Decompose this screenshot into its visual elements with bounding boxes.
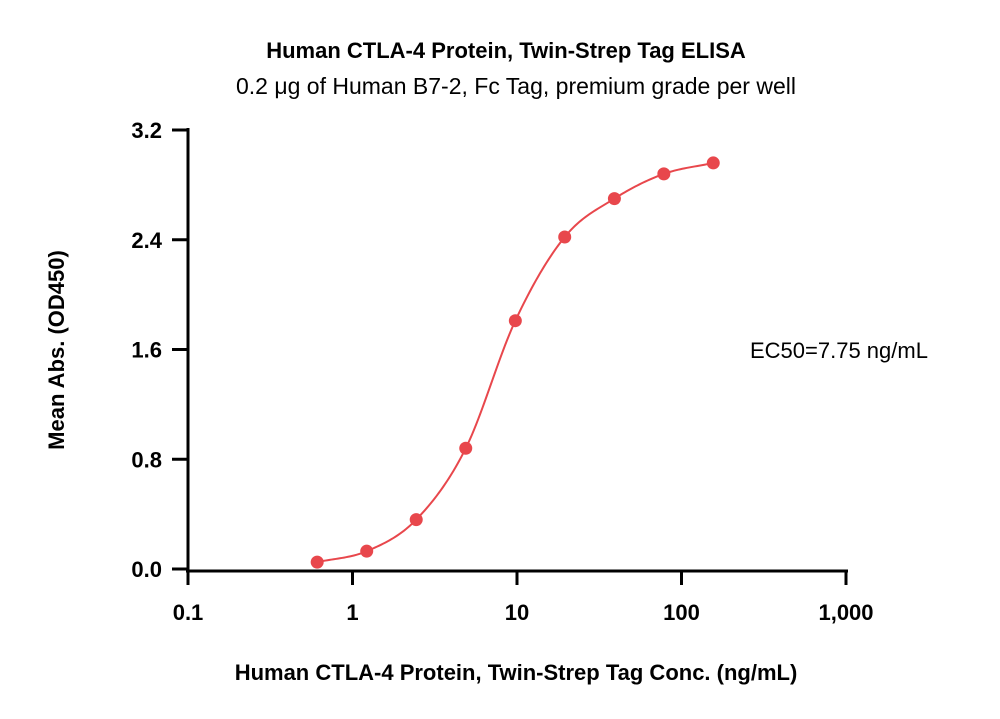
data-point <box>657 167 671 181</box>
x-tick-label: 0.1 <box>173 600 204 625</box>
y-tick-label: 2.4 <box>131 228 162 253</box>
data-points <box>310 156 720 569</box>
y-tick-label: 0.0 <box>131 557 162 582</box>
y-tick-label: 0.8 <box>131 447 162 472</box>
x-tick-label: 100 <box>663 600 700 625</box>
x-axis: 0.1 1 10 100 1,000 <box>173 569 874 625</box>
chart-title: Human CTLA-4 Protein, Twin-Strep Tag ELI… <box>266 38 746 63</box>
x-tick-label: 10 <box>505 600 529 625</box>
y-tick-label: 3.2 <box>131 118 162 143</box>
data-point <box>360 544 374 558</box>
y-tick-label: 1.6 <box>131 338 162 363</box>
x-tick-label: 1,000 <box>818 600 873 625</box>
ec50-annotation: EC50=7.75 ng/mL <box>750 338 928 363</box>
fit-curve <box>316 161 714 564</box>
data-point <box>459 441 473 455</box>
data-point <box>508 314 522 328</box>
data-point <box>558 230 572 244</box>
y-axis: 0.0 0.8 1.6 2.4 3.2 <box>131 118 190 582</box>
data-point <box>310 555 324 569</box>
x-axis-label: Human CTLA-4 Protein, Twin-Strep Tag Con… <box>235 660 798 685</box>
chart-subtitle: 0.2 μg of Human B7-2, Fc Tag, premium gr… <box>236 73 796 99</box>
data-point <box>706 156 720 170</box>
x-tick-label: 1 <box>346 600 358 625</box>
data-point <box>409 513 423 527</box>
data-point <box>607 192 621 206</box>
y-axis-label: Mean Abs. (OD450) <box>44 250 69 450</box>
